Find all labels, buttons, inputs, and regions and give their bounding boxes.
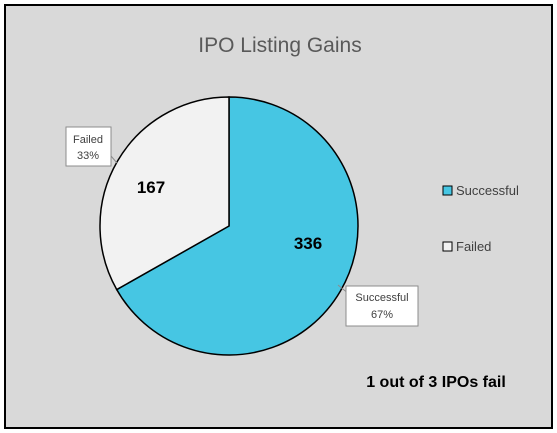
callout-successful-percent: 67% [371, 309, 393, 321]
data-label-failed-value: 167 [137, 178, 165, 197]
legend-swatch-failed [442, 241, 453, 252]
legend-label-failed: Failed [456, 239, 491, 254]
callout-successful-name: Successful [355, 292, 408, 304]
legend: Successful Failed [442, 183, 519, 254]
legend-label-successful: Successful [456, 183, 519, 198]
callout-failed-name: Failed [73, 134, 103, 146]
chart-annotation: 1 out of 3 IPOs fail [366, 374, 506, 391]
callout-successful: Successful 67% [337, 284, 419, 327]
callout-failed-percent: 33% [77, 150, 99, 162]
legend-swatch-successful [442, 185, 453, 196]
data-label-successful-value: 336 [294, 234, 322, 253]
pie-slice-failed [99, 96, 230, 291]
pie-slice-successful [115, 96, 359, 356]
callout-failed: Failed 33% [65, 126, 118, 167]
chart-title: IPO Listing Gains [198, 34, 361, 57]
pie-slices [99, 96, 359, 356]
